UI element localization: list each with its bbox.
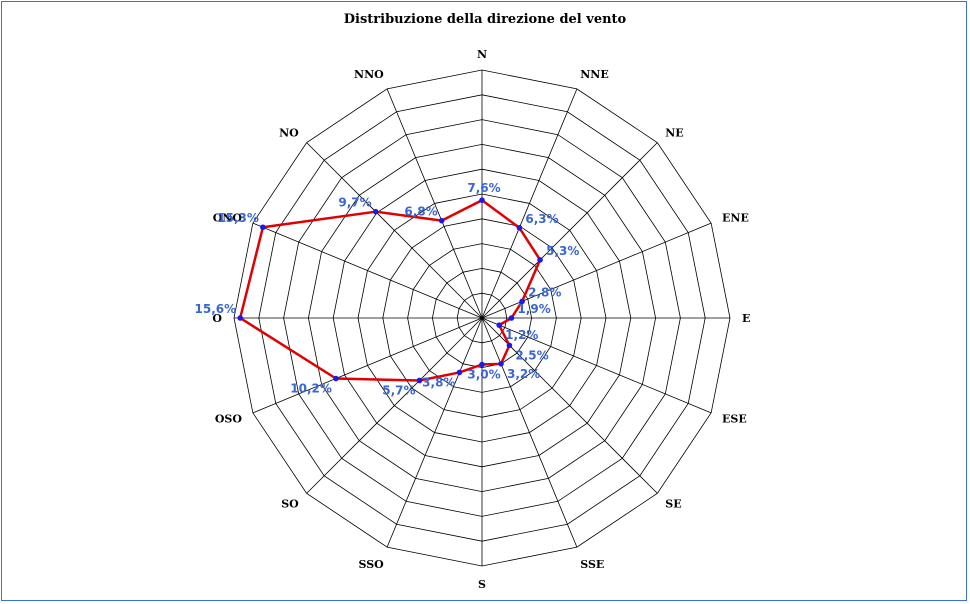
grid-spoke	[481, 222, 712, 319]
data-point	[438, 217, 445, 224]
direction-label: S	[478, 578, 486, 591]
value-label: 5,7%	[382, 383, 415, 397]
data-point	[479, 361, 485, 368]
radar-labels: N NNE NE ENE E ESE SE SSE S SSO SO OSO O ONO NO NNO 7,6%…	[195, 48, 751, 591]
data-point	[456, 369, 463, 376]
grid-spoke	[481, 317, 578, 548]
direction-label: NNO	[354, 68, 384, 81]
data-point	[516, 224, 523, 231]
value-label: 15,3%	[217, 211, 259, 225]
value-label: 3,0%	[467, 368, 500, 382]
data-point	[506, 342, 513, 349]
value-label: 7,6%	[467, 181, 500, 195]
direction-label: ENE	[722, 212, 749, 225]
data-point	[260, 224, 266, 231]
data-point	[416, 377, 423, 384]
value-label: 3,2%	[507, 367, 540, 381]
direction-label: O	[212, 312, 222, 325]
radar-series	[237, 197, 543, 384]
direction-label: OSO	[215, 412, 243, 425]
value-label: 15,6%	[195, 302, 237, 316]
direction-label: SSO	[359, 558, 385, 571]
direction-label: NE	[665, 127, 683, 140]
value-label: 2,8%	[528, 285, 561, 299]
data-point	[508, 315, 515, 321]
direction-label: N	[477, 48, 487, 61]
grid-spoke	[481, 88, 578, 319]
data-point	[237, 315, 243, 321]
grid-spoke	[481, 317, 712, 414]
direction-label: NO	[279, 127, 299, 140]
data-point	[496, 322, 502, 328]
direction-label: ESE	[722, 412, 747, 425]
grid-spoke	[306, 142, 483, 319]
grid-spoke	[252, 222, 483, 319]
value-label: 6,3%	[525, 212, 558, 226]
data-point	[519, 298, 525, 305]
value-label: 2,5%	[515, 348, 548, 362]
grid-spoke	[252, 317, 483, 414]
data-point	[479, 197, 485, 203]
grid-spoke	[481, 142, 658, 319]
value-label: 1,9%	[517, 302, 550, 316]
value-label: 6,8%	[404, 205, 437, 219]
grid-spoke	[306, 317, 483, 494]
grid-spoke	[386, 88, 483, 319]
chart-title: Distribuzione della direzione del vento	[343, 12, 627, 27]
value-label: 3,8%	[422, 375, 455, 389]
direction-label: SO	[281, 497, 299, 510]
direction-label: NNE	[580, 68, 609, 81]
data-point	[498, 361, 504, 367]
value-label: 5,3%	[546, 244, 579, 258]
direction-label: SE	[665, 497, 681, 510]
data-point	[333, 375, 339, 382]
value-label: 10,2%	[290, 382, 332, 396]
value-label: 1,2%	[505, 328, 538, 342]
direction-label: E	[742, 312, 750, 325]
radar-grid	[233, 69, 731, 567]
grid-spoke	[386, 317, 483, 548]
data-point	[537, 257, 543, 263]
direction-label: SSE	[580, 558, 604, 571]
value-label: 9,7%	[338, 196, 371, 210]
direction-label: ONO	[213, 212, 243, 225]
data-point	[372, 208, 379, 215]
